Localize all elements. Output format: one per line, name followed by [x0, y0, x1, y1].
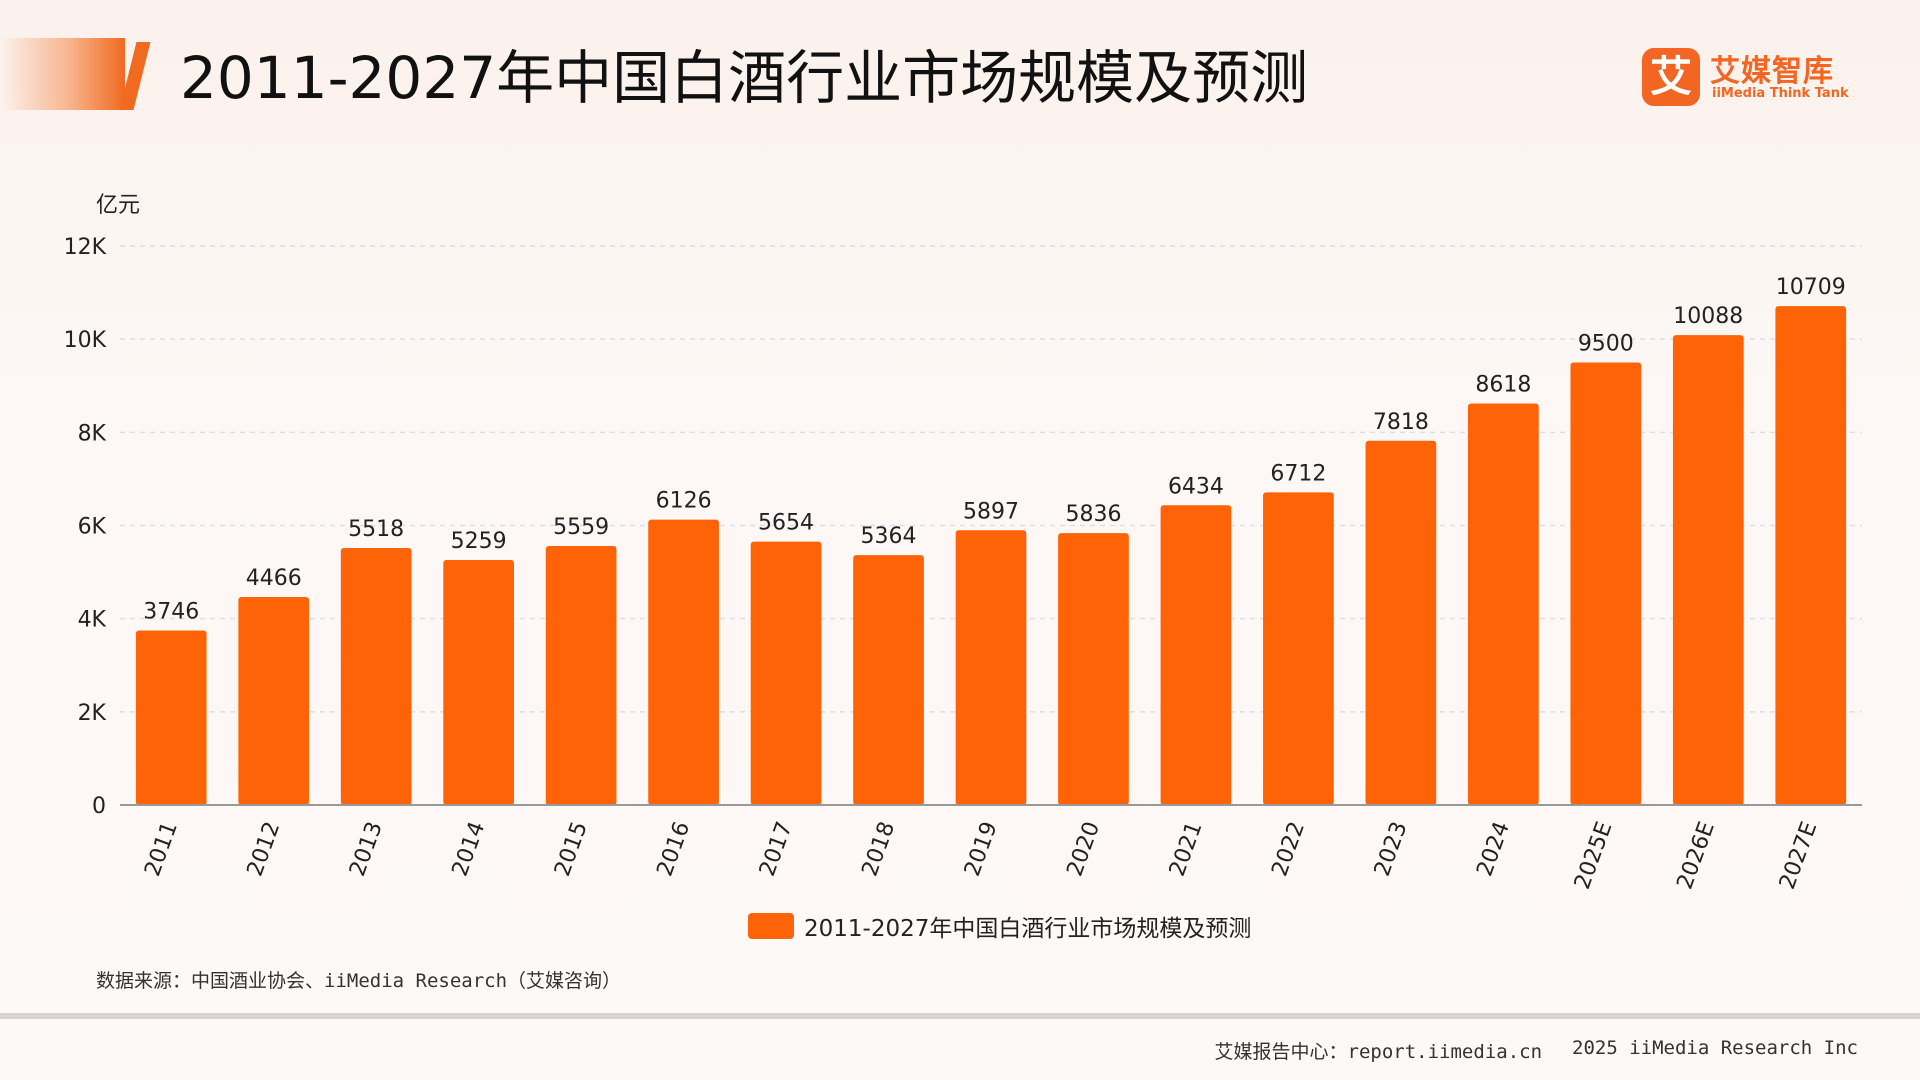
bar: [1365, 440, 1437, 805]
title-accent-bar: [0, 38, 125, 110]
data-label: 5836: [1065, 502, 1121, 527]
bar: [135, 630, 207, 805]
data-label: 7818: [1373, 410, 1429, 435]
x-tick-label: 2011: [140, 819, 183, 880]
data-source-note: 数据来源：中国酒业协会、iiMedia Research（艾媒咨询）: [96, 970, 622, 992]
logo-mark-icon: 艾: [1642, 48, 1700, 106]
x-tick-label: 2019: [960, 819, 1003, 880]
y-tick-label: 0: [92, 794, 106, 819]
data-label: 5364: [861, 524, 917, 549]
y-tick-label: 10K: [64, 328, 107, 353]
y-tick-label: 8K: [78, 421, 107, 446]
page-title: 2011-2027年中国白酒行业市场规模及预测: [180, 44, 1309, 112]
x-tick-label: 2016: [653, 819, 696, 880]
data-label: 5654: [758, 511, 814, 536]
y-tick-label: 6K: [78, 515, 107, 540]
bars: [135, 306, 1847, 805]
x-axis-ticks: 2011 2012 2013 2014 2015 2016 2017 2018 2019 2020…: [140, 819, 1822, 893]
x-tick-label: 2012: [243, 819, 286, 880]
logo-text-en: iiMedia Think Tank: [1712, 86, 1849, 101]
y-axis-ticks: 0 2K 4K 6K 8K 10K 12K: [64, 235, 107, 819]
y-tick-label: 4K: [78, 608, 107, 633]
bar: [1672, 335, 1744, 805]
x-tick-label: 2013: [345, 819, 388, 880]
x-tick-label: 2022: [1267, 819, 1310, 880]
x-tick-label: 2025E: [1570, 819, 1617, 893]
footer: 艾媒报告中心：report.iimedia.cn 2025 iiMedia Re…: [1215, 1037, 1858, 1064]
y-tick-label: 2K: [78, 701, 107, 726]
footer-copyright: 2025 iiMedia Research Inc: [1572, 1037, 1858, 1059]
x-tick-label: 2014: [448, 819, 491, 880]
data-label: 10088: [1673, 304, 1743, 329]
x-tick-label: 2017: [755, 819, 798, 880]
data-label: 5518: [348, 517, 404, 542]
data-label: 5897: [963, 499, 1019, 524]
data-label: 5259: [451, 529, 507, 554]
x-tick-label: 2020: [1062, 819, 1105, 880]
bar: [1468, 403, 1539, 805]
bar: [238, 596, 310, 805]
x-tick-label: 2024: [1472, 819, 1515, 880]
iimedia-logo: 艾 艾媒智库 iiMedia Think Tank: [1642, 46, 1862, 108]
data-label: 4466: [246, 566, 302, 591]
bar: [853, 555, 924, 805]
footer-report-center: 艾媒报告中心：report.iimedia.cn: [1214, 1041, 1543, 1063]
x-tick-label: 2015: [550, 819, 593, 880]
data-label: 9500: [1578, 331, 1634, 356]
bar: [1160, 505, 1232, 805]
bar: [340, 547, 412, 805]
data-label: 3746: [143, 599, 199, 624]
legend-swatch: [748, 913, 794, 939]
data-label: 10709: [1776, 275, 1846, 300]
bar: [443, 560, 514, 805]
data-label: 5559: [553, 515, 609, 540]
data-label: 8618: [1475, 373, 1531, 398]
y-axis-unit-label: 亿元: [96, 193, 140, 218]
bar: [648, 519, 719, 805]
bar: [1775, 306, 1847, 805]
data-label: 6434: [1168, 474, 1224, 499]
bar: [1263, 492, 1334, 805]
data-labels: 3746 4466 5518 5259 5559 6126 5654 5364 5897 5836…: [143, 275, 1846, 624]
bar: [750, 541, 822, 805]
bar: [545, 546, 617, 805]
bar: [1570, 362, 1642, 805]
x-tick-label: 2021: [1165, 819, 1208, 880]
data-label: 6126: [656, 489, 712, 514]
x-tick-label: 2026E: [1673, 819, 1720, 893]
bar: [955, 530, 1027, 805]
footer-divider: [0, 1013, 1920, 1019]
logo-text-cn: 艾媒智库: [1710, 54, 1834, 89]
bar: [1058, 533, 1129, 805]
y-tick-label: 12K: [64, 235, 107, 260]
legend-label: 2011-2027年中国白酒行业市场规模及预测: [804, 916, 1252, 942]
x-tick-label: 2023: [1370, 819, 1413, 880]
x-tick-label: 2018: [858, 819, 901, 880]
x-tick-label: 2027E: [1775, 819, 1822, 893]
chart-legend: 2011-2027年中国白酒行业市场规模及预测: [748, 910, 1251, 942]
data-label: 6712: [1270, 461, 1326, 486]
